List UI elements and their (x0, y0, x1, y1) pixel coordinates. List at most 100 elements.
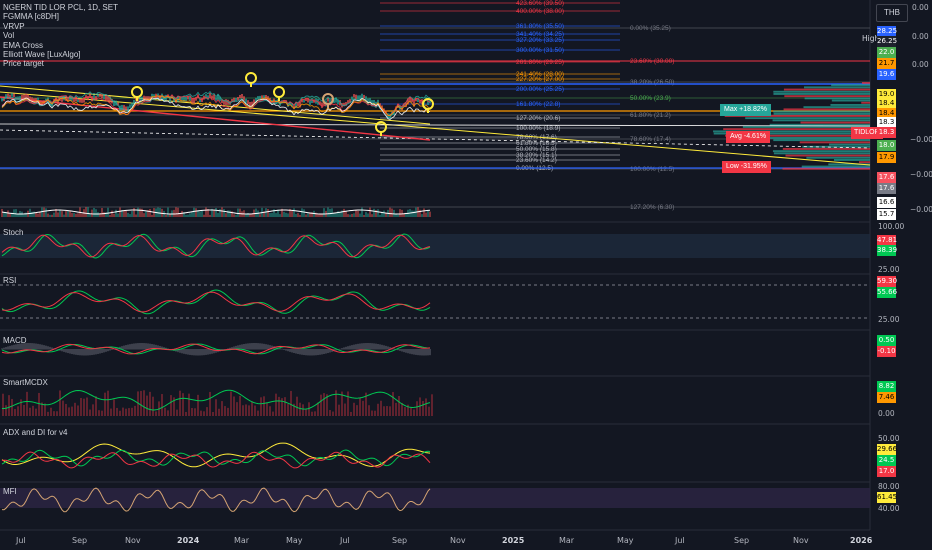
price-badge: 18.0 (877, 140, 896, 151)
stoch-axis-bottom: 25.00 (878, 265, 900, 274)
macd-histogram-bar (349, 345, 351, 350)
price-badge: 18.4 (877, 98, 896, 109)
fib-right-label: 0.00% (35.25) (630, 25, 671, 32)
volume-bar (71, 213, 73, 217)
volume-bar (259, 214, 261, 217)
price-candle (13, 93, 15, 98)
volume-bar (69, 210, 71, 217)
macd-histogram-bar (49, 346, 51, 350)
price-candle (209, 93, 211, 98)
macd-pane-title[interactable]: MACD (3, 336, 27, 345)
volume-profile-bar (858, 161, 870, 164)
price-candle (347, 100, 349, 104)
price-candle (25, 93, 27, 99)
price-candle (221, 99, 223, 103)
smartmcdx-bar (221, 401, 223, 416)
currency-button[interactable]: THB (876, 4, 908, 22)
indicator-fgmma[interactable]: FGMMA [c8DH] (3, 12, 60, 22)
macd-histogram-bar (109, 349, 111, 351)
smartmcdx-bar (329, 410, 331, 416)
volume-profile-bar (782, 167, 870, 170)
fib-right-label: 78.60% (17.4) (630, 136, 671, 143)
volume-bar (301, 208, 303, 217)
macd-histogram-bar (121, 346, 123, 350)
price-candle (245, 98, 247, 103)
macd-histogram-bar (233, 346, 235, 350)
smartmcdx-bar (185, 411, 187, 416)
macd-histogram-bar (163, 347, 165, 350)
rsi-value-badge: 59.30 (877, 276, 898, 287)
stoch-pane-title[interactable]: Stoch (3, 228, 24, 237)
indicator-vrvp[interactable]: VRVP (3, 21, 25, 31)
smartmcdx-bar (230, 391, 232, 416)
indicator-elliott-wave[interactable]: Elliott Wave [LuxAlgo] (3, 50, 81, 60)
smartmcdx-bar (11, 398, 13, 416)
indicator-ema-cross[interactable]: EMA Cross (3, 40, 44, 50)
indicator-vol[interactable]: Vol (3, 31, 15, 41)
adx-value-badge: 24.5 (877, 455, 896, 466)
last-price-symbol-tag: TIDLOR (851, 127, 883, 139)
volume-bar (337, 211, 339, 217)
volume-bar (37, 213, 39, 217)
smartmcdx-pane-title[interactable]: SmartMCDX (3, 378, 48, 387)
elliott-marker-icon (131, 86, 143, 98)
adx-pane-title[interactable]: ADX and DI for v4 (3, 428, 68, 437)
volume-bar (323, 208, 325, 217)
fib-level-label: 161.80% (22.8) (516, 101, 560, 108)
volume-bar (361, 207, 363, 217)
volume-bar (277, 209, 279, 217)
price-candle (145, 96, 147, 100)
elliott-marker-icon (273, 86, 285, 98)
price-candle (283, 99, 285, 104)
volume-bar (355, 209, 357, 217)
macd-histogram-bar (123, 345, 125, 350)
smartmcdx-bar (8, 395, 10, 416)
price-candle (421, 99, 423, 105)
volume-bar (123, 210, 125, 217)
macd-histogram-bar (51, 347, 53, 350)
volume-bar (85, 207, 87, 217)
macd-histogram-bar (421, 349, 423, 356)
smartmcdx-bar (380, 400, 382, 416)
price-candle (17, 96, 19, 101)
mfi-pane-title[interactable]: MFI (3, 487, 17, 496)
time-axis-label: 2024 (177, 536, 200, 545)
macd-histogram-bar (429, 349, 431, 356)
price-candle (291, 103, 293, 108)
macd-histogram-bar (29, 343, 31, 350)
smartmcdx-bar (392, 392, 394, 416)
price-candle (263, 95, 265, 100)
volume-bar (247, 213, 249, 217)
price-candle (29, 96, 31, 101)
volume-bar (121, 209, 123, 217)
price-candle (219, 96, 221, 102)
price-candle (117, 102, 119, 106)
symbol-title[interactable]: NGERN TID LOR PCL, 1D, SET (3, 3, 118, 12)
macd-histogram-bar (87, 349, 89, 356)
volume-bar (201, 210, 203, 217)
indicator-price-target[interactable]: Price target (3, 59, 44, 69)
volume-bar (141, 208, 143, 217)
volume-bar (75, 213, 77, 217)
price-candle (101, 94, 103, 99)
volume-bar (67, 210, 69, 217)
macd-histogram-bar (269, 345, 271, 350)
volume-profile-bar (828, 163, 870, 166)
price-candle (131, 102, 133, 107)
volume-profile-bar (772, 150, 870, 153)
price-candle (259, 95, 261, 100)
smartmcdx-bar (413, 409, 415, 416)
price-tick-6: −0.00 (910, 205, 932, 214)
macd-histogram-bar (383, 345, 385, 350)
macd-histogram-bar (387, 346, 389, 350)
volume-bar (143, 213, 145, 217)
price-candle (321, 102, 323, 108)
price-candle (413, 101, 415, 107)
volume-bar (213, 209, 215, 217)
volume-bar (403, 213, 405, 217)
rsi-pane-title[interactable]: RSI (3, 276, 17, 285)
smartmcdx-bar (308, 402, 310, 416)
volume-bar (149, 208, 151, 217)
macd-histogram-bar (97, 349, 99, 354)
